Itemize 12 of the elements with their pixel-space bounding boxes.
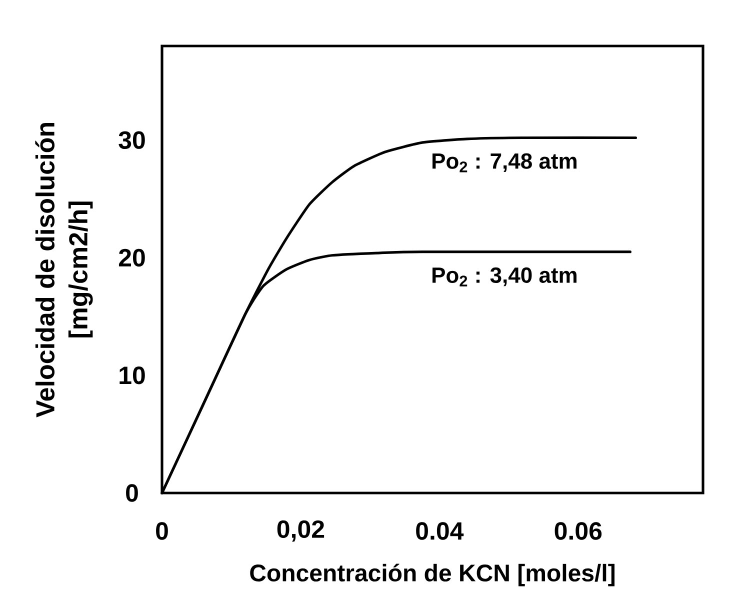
x-tick-label: 0.04 [416, 522, 464, 540]
series-label: Po$_{2}$ : 7,48 atm [432, 153, 576, 172]
series-label: Po$_{2}$ : 3,40 atm [432, 267, 576, 286]
x-tick-label: 0.06 [554, 522, 602, 540]
x-tick-label: 0 [156, 522, 168, 540]
y-tick-label: 20 [118, 248, 145, 267]
x-axis-title: Concentración de KCN [moles/l] [250, 564, 614, 586]
y-axis-title: Velocidad de disolución [mg/cm2/h] [35, 123, 93, 418]
y-tick-label: 0 [126, 484, 138, 502]
x-tick-label: 0,02 [277, 520, 324, 542]
y-tick-label: 30 [118, 131, 145, 149]
y-tick-label: 10 [120, 366, 145, 384]
